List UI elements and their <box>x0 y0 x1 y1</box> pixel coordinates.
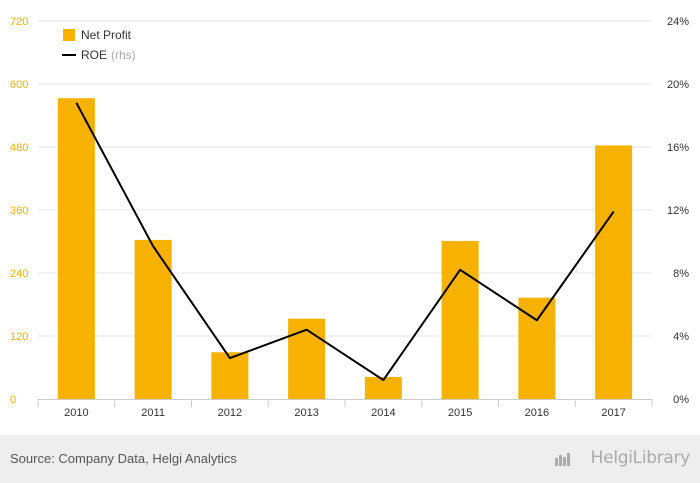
y-left-tick-label: 240 <box>10 268 28 280</box>
x-tick-label: 2014 <box>371 407 395 419</box>
legend: Net Profit ROE (rhs) <box>62 28 136 62</box>
y-left-tick-label: 120 <box>10 331 28 343</box>
bar <box>211 352 249 399</box>
x-tick-label: 2013 <box>294 407 318 419</box>
x-tick-label: 2016 <box>525 407 549 419</box>
roe-line <box>75 102 615 382</box>
chart: 0 0% 120 4% 240 8% 360 12% 480 16% 600 20% 720 24% 201… <box>10 16 689 419</box>
y-right-tick-label: 8% <box>673 268 689 280</box>
y-right-tick-label: 24% <box>667 16 689 28</box>
legend-label-roe-suffix: (rhs) <box>111 48 136 62</box>
helgi-library-logo: HelgiLibrary <box>590 448 691 468</box>
bar-series <box>57 98 633 400</box>
x-tick-label: 2017 <box>601 407 625 419</box>
x-tick-label: 2010 <box>64 407 88 419</box>
bar <box>134 239 172 399</box>
y-left-tick-label: 0 <box>10 394 16 406</box>
legend-label-net-profit: Net Profit <box>81 28 132 42</box>
y-right-tick-label: 16% <box>667 142 689 154</box>
axes: 0 0% 120 4% 240 8% 360 12% 480 16% 600 20% 720 24% 201… <box>10 16 689 419</box>
bar <box>595 145 633 399</box>
y-left-tick-label: 600 <box>10 79 28 91</box>
x-tick-label: 2015 <box>448 407 472 419</box>
helgi-library-logo-icon <box>555 453 570 466</box>
y-right-tick-label: 4% <box>673 331 689 343</box>
bar <box>441 240 479 399</box>
bar <box>518 297 556 399</box>
legend-label-roe: ROE <box>81 48 107 62</box>
bar <box>364 376 402 399</box>
y-left-tick-label: 480 <box>10 142 28 154</box>
x-tick-label: 2011 <box>141 407 165 419</box>
bar <box>57 98 95 400</box>
y-right-tick-label: 12% <box>667 205 689 217</box>
footer: Source: Company Data, Helgi Analytics He… <box>0 435 700 483</box>
y-right-tick-label: 0% <box>673 394 689 406</box>
x-tick-label: 2012 <box>218 407 242 419</box>
legend-swatch-net-profit <box>63 29 75 41</box>
y-left-tick-label: 720 <box>10 16 28 28</box>
y-right-tick-label: 20% <box>667 79 689 91</box>
line-series <box>75 102 615 382</box>
source-note: Source: Company Data, Helgi Analytics <box>10 451 237 466</box>
y-left-tick-label: 360 <box>10 205 28 217</box>
bar <box>288 318 326 399</box>
